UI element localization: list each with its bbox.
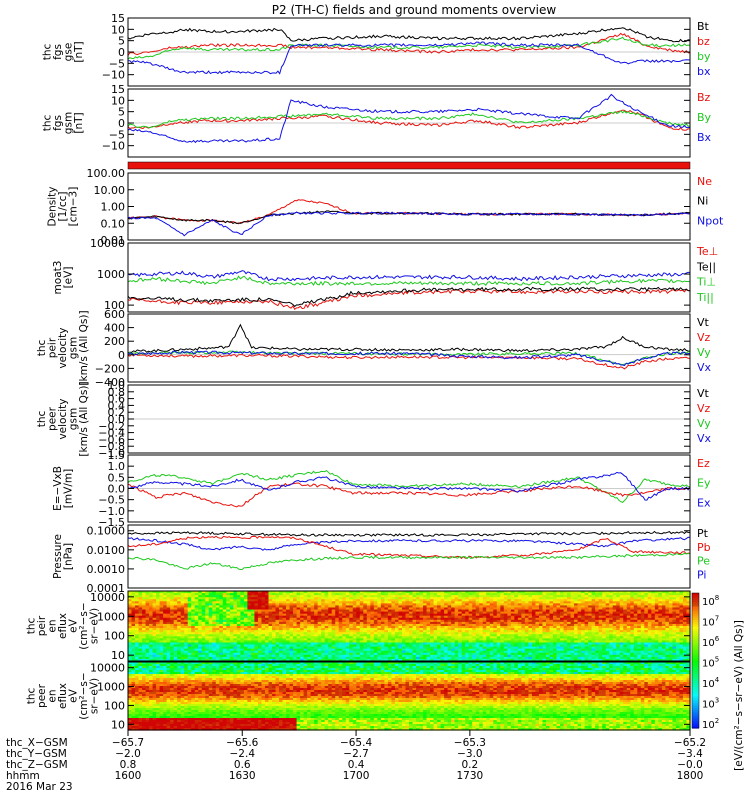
y-tick-label: 0.1000	[87, 525, 126, 538]
legend-entry: Pt	[697, 527, 709, 540]
series-line-fgs-by	[128, 37, 690, 59]
y-tick-label: 1.00	[101, 201, 126, 214]
y-tick-label: 1000	[97, 268, 125, 281]
series-line-temp-Te⊥	[128, 290, 690, 310]
y-axis-label: [km/s (All Qs)]	[78, 381, 90, 456]
series-line-gsm-By	[128, 111, 690, 128]
y-axis-label: [cm−3]	[68, 187, 80, 227]
panel-pressure: 0.10000.01000.00100.0001Pressure[nPa]PtP…	[52, 525, 711, 595]
panel-frame	[128, 173, 690, 240]
legend-entry: Vz	[697, 402, 711, 415]
y-axis-label: [nT]	[73, 112, 85, 133]
legend-entry: Bz	[697, 91, 711, 104]
legend-entry: Ne	[697, 175, 712, 188]
legend-entry: Npot	[697, 214, 724, 227]
legend-entry: Ex	[697, 496, 711, 509]
y-tick-label: 10000	[90, 237, 125, 250]
panel-spec_i: 10000100010010thcpeirenefluxeV(cm²−s−sr−…	[26, 591, 691, 662]
legend-entry: Te⊥	[696, 245, 718, 258]
panel-efield: 1.51.00.50.0−0.5−1.0−1.5E=−VxB[mV/m]EzEy…	[52, 449, 711, 529]
y-tick-label: −10	[102, 140, 125, 153]
legend-entry: Ey	[697, 477, 711, 490]
y-tick-label: 100.00	[87, 167, 126, 180]
y-tick-label: −10	[102, 69, 125, 82]
series-line-temp-Ti||	[128, 276, 690, 285]
y-tick-label: 0	[118, 349, 125, 362]
series-line-fgs-bx	[128, 42, 690, 74]
legend-entry: Pi	[697, 568, 706, 581]
legend-entry: Pe	[697, 555, 710, 568]
legend-entry: bx	[697, 65, 711, 78]
y-tick-label: 10.00	[94, 184, 126, 197]
y-axis-label: [km/s (All Qs)]	[78, 310, 90, 385]
legend-entry: Ni	[697, 195, 708, 208]
panel-density: 100.0010.001.000.100.01Density[1/cc][cm−…	[47, 167, 724, 247]
y-axis-label: [eV]	[62, 267, 74, 289]
legend-entry: Bx	[697, 131, 712, 144]
series-line-temp-Ti⊥	[128, 271, 690, 281]
series-line-pressure-Pb	[128, 536, 690, 558]
y-tick-label: −200	[95, 362, 125, 375]
y-tick-label: 0.0010	[87, 563, 126, 576]
y-tick-label: 200	[104, 335, 125, 348]
y-tick-label: 400	[104, 322, 125, 335]
legend-entry: Ti||	[696, 291, 714, 304]
legend-entry: Ez	[697, 457, 710, 470]
legend-entry: Vt	[697, 387, 710, 400]
y-tick-label: 0.0100	[87, 544, 126, 557]
panels: 151050−5−10thcfgsgse[nT]Btbzbybx151050−5…	[26, 12, 724, 731]
legend-entry: Vx	[697, 361, 712, 374]
panel-vel_e: 1.00.80.60.40.20.0−0.2−0.4−0.6−0.8−1.0th…	[36, 379, 712, 460]
panel-vel_i: 6004002000−200−400thcpeirvelocitygsm[km/…	[36, 308, 712, 389]
series-line-pressure-Pt	[128, 532, 690, 537]
legend-entry: by	[697, 50, 711, 63]
legend-entry: Vy	[697, 346, 711, 359]
y-tick-label: 600	[104, 308, 125, 321]
y-axis-label: [nT]	[73, 41, 85, 62]
chart-title: P2 (TH-C) fields and ground moments over…	[272, 3, 557, 17]
legend-entry: Vt	[697, 316, 710, 329]
series-line-density-Ni	[128, 211, 690, 224]
legend-entry: Pb	[697, 541, 711, 554]
spectrogram-cells	[128, 591, 691, 662]
legend-entry: Te||	[696, 260, 716, 273]
y-tick-label: 0.10	[101, 217, 126, 230]
y-axis-label: [nPa]	[62, 543, 74, 570]
legend-entry: Vz	[697, 331, 711, 344]
legend-entry: Vx	[697, 432, 712, 445]
legend-entry: By	[697, 111, 712, 124]
legend-entry: Bt	[697, 20, 710, 33]
y-axis-label: [mV/m]	[62, 469, 74, 508]
legend-entry: bz	[697, 35, 710, 48]
series-line-vel_i-Vt	[128, 325, 690, 353]
legend-entry: Vy	[697, 417, 711, 430]
legend-entry: Ti⊥	[696, 276, 716, 289]
